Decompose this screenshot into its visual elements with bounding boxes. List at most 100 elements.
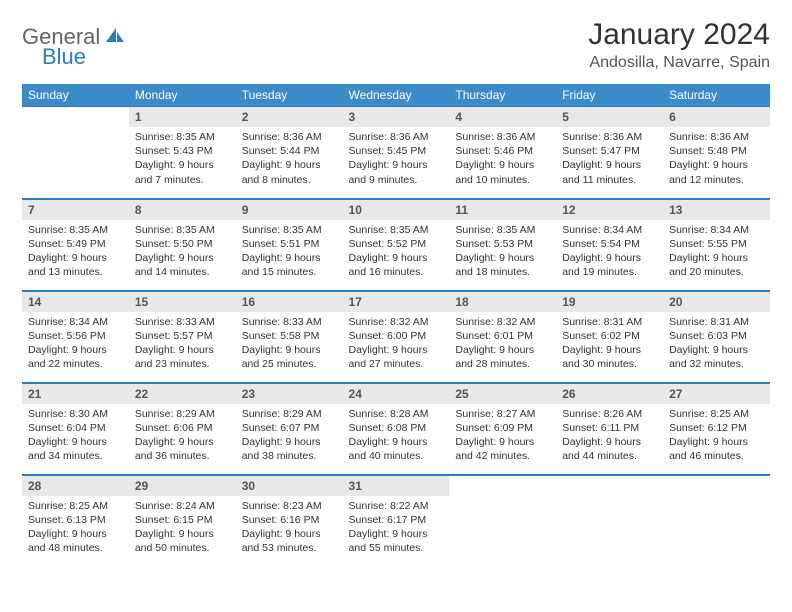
day-body: Sunrise: 8:36 AMSunset: 5:48 PMDaylight:…: [663, 127, 770, 193]
calendar-cell: 8Sunrise: 8:35 AMSunset: 5:50 PMDaylight…: [129, 198, 236, 290]
day-body: Sunrise: 8:36 AMSunset: 5:44 PMDaylight:…: [236, 127, 343, 193]
day-number: 31: [343, 475, 450, 496]
day-body: Sunrise: 8:24 AMSunset: 6:15 PMDaylight:…: [129, 496, 236, 562]
calendar-week-row: 21Sunrise: 8:30 AMSunset: 6:04 PMDayligh…: [22, 382, 770, 474]
day-body: Sunrise: 8:35 AMSunset: 5:51 PMDaylight:…: [236, 220, 343, 286]
calendar-table: SundayMondayTuesdayWednesdayThursdayFrid…: [22, 84, 770, 566]
day-body: Sunrise: 8:28 AMSunset: 6:08 PMDaylight:…: [343, 404, 450, 470]
calendar-cell: 5Sunrise: 8:36 AMSunset: 5:47 PMDaylight…: [556, 106, 663, 198]
calendar-cell: [556, 474, 663, 566]
day-number: 29: [129, 475, 236, 496]
day-number: 7: [22, 199, 129, 220]
calendar-cell: 22Sunrise: 8:29 AMSunset: 6:06 PMDayligh…: [129, 382, 236, 474]
day-body: Sunrise: 8:32 AMSunset: 6:00 PMDaylight:…: [343, 312, 450, 378]
day-number: 21: [22, 383, 129, 404]
day-number-empty: [449, 475, 556, 496]
day-body: Sunrise: 8:35 AMSunset: 5:49 PMDaylight:…: [22, 220, 129, 286]
day-body: Sunrise: 8:35 AMSunset: 5:53 PMDaylight:…: [449, 220, 556, 286]
day-number: 11: [449, 199, 556, 220]
day-body: Sunrise: 8:33 AMSunset: 5:57 PMDaylight:…: [129, 312, 236, 378]
calendar-cell: 3Sunrise: 8:36 AMSunset: 5:45 PMDaylight…: [343, 106, 450, 198]
day-body: Sunrise: 8:36 AMSunset: 5:46 PMDaylight:…: [449, 127, 556, 193]
day-body: Sunrise: 8:35 AMSunset: 5:43 PMDaylight:…: [129, 127, 236, 193]
day-body: Sunrise: 8:29 AMSunset: 6:06 PMDaylight:…: [129, 404, 236, 470]
day-body: Sunrise: 8:31 AMSunset: 6:02 PMDaylight:…: [556, 312, 663, 378]
calendar-cell: 9Sunrise: 8:35 AMSunset: 5:51 PMDaylight…: [236, 198, 343, 290]
calendar-cell: 13Sunrise: 8:34 AMSunset: 5:55 PMDayligh…: [663, 198, 770, 290]
weekday-header: Saturday: [663, 84, 770, 106]
page-header: General January 2024 Andosilla, Navarre,…: [22, 18, 770, 72]
calendar-cell: 23Sunrise: 8:29 AMSunset: 6:07 PMDayligh…: [236, 382, 343, 474]
calendar-head: SundayMondayTuesdayWednesdayThursdayFrid…: [22, 84, 770, 106]
calendar-cell: 10Sunrise: 8:35 AMSunset: 5:52 PMDayligh…: [343, 198, 450, 290]
calendar-week-row: 7Sunrise: 8:35 AMSunset: 5:49 PMDaylight…: [22, 198, 770, 290]
brand-sail-icon: [104, 26, 126, 49]
day-number-empty: [556, 475, 663, 496]
calendar-cell: 21Sunrise: 8:30 AMSunset: 6:04 PMDayligh…: [22, 382, 129, 474]
calendar-cell: 18Sunrise: 8:32 AMSunset: 6:01 PMDayligh…: [449, 290, 556, 382]
day-number: 28: [22, 475, 129, 496]
calendar-cell: 19Sunrise: 8:31 AMSunset: 6:02 PMDayligh…: [556, 290, 663, 382]
day-number: 24: [343, 383, 450, 404]
day-number: 10: [343, 199, 450, 220]
day-body: Sunrise: 8:33 AMSunset: 5:58 PMDaylight:…: [236, 312, 343, 378]
day-number: 13: [663, 199, 770, 220]
calendar-week-row: 14Sunrise: 8:34 AMSunset: 5:56 PMDayligh…: [22, 290, 770, 382]
month-title: January 2024: [588, 18, 770, 52]
day-number: 23: [236, 383, 343, 404]
day-number: 2: [236, 106, 343, 127]
day-body: Sunrise: 8:34 AMSunset: 5:55 PMDaylight:…: [663, 220, 770, 286]
calendar-cell: 25Sunrise: 8:27 AMSunset: 6:09 PMDayligh…: [449, 382, 556, 474]
weekday-header: Friday: [556, 84, 663, 106]
day-body: Sunrise: 8:25 AMSunset: 6:13 PMDaylight:…: [22, 496, 129, 562]
day-number: 14: [22, 291, 129, 312]
calendar-cell: 2Sunrise: 8:36 AMSunset: 5:44 PMDaylight…: [236, 106, 343, 198]
calendar-cell: 4Sunrise: 8:36 AMSunset: 5:46 PMDaylight…: [449, 106, 556, 198]
day-body: Sunrise: 8:31 AMSunset: 6:03 PMDaylight:…: [663, 312, 770, 378]
title-block: January 2024 Andosilla, Navarre, Spain: [588, 18, 770, 72]
day-number: 20: [663, 291, 770, 312]
weekday-row: SundayMondayTuesdayWednesdayThursdayFrid…: [22, 84, 770, 106]
calendar-cell: 1Sunrise: 8:35 AMSunset: 5:43 PMDaylight…: [129, 106, 236, 198]
day-number: 16: [236, 291, 343, 312]
brand-text-blue: Blue: [42, 44, 86, 69]
day-number: 25: [449, 383, 556, 404]
calendar-cell: [449, 474, 556, 566]
day-number: 22: [129, 383, 236, 404]
brand-text-blue-wrap: Blue: [42, 44, 86, 70]
calendar-cell: 17Sunrise: 8:32 AMSunset: 6:00 PMDayligh…: [343, 290, 450, 382]
day-number: 15: [129, 291, 236, 312]
calendar-cell: 28Sunrise: 8:25 AMSunset: 6:13 PMDayligh…: [22, 474, 129, 566]
day-body: Sunrise: 8:32 AMSunset: 6:01 PMDaylight:…: [449, 312, 556, 378]
day-number: 17: [343, 291, 450, 312]
day-number: 18: [449, 291, 556, 312]
calendar-cell: 26Sunrise: 8:26 AMSunset: 6:11 PMDayligh…: [556, 382, 663, 474]
calendar-body: 1Sunrise: 8:35 AMSunset: 5:43 PMDaylight…: [22, 106, 770, 566]
day-body: Sunrise: 8:23 AMSunset: 6:16 PMDaylight:…: [236, 496, 343, 562]
day-number-empty: [663, 475, 770, 496]
day-body: Sunrise: 8:35 AMSunset: 5:50 PMDaylight:…: [129, 220, 236, 286]
day-number: 26: [556, 383, 663, 404]
calendar-cell: 20Sunrise: 8:31 AMSunset: 6:03 PMDayligh…: [663, 290, 770, 382]
day-body: Sunrise: 8:36 AMSunset: 5:47 PMDaylight:…: [556, 127, 663, 193]
day-body: Sunrise: 8:27 AMSunset: 6:09 PMDaylight:…: [449, 404, 556, 470]
day-body: Sunrise: 8:25 AMSunset: 6:12 PMDaylight:…: [663, 404, 770, 470]
location-text: Andosilla, Navarre, Spain: [588, 54, 770, 72]
weekday-header: Tuesday: [236, 84, 343, 106]
day-number: 30: [236, 475, 343, 496]
day-body: Sunrise: 8:35 AMSunset: 5:52 PMDaylight:…: [343, 220, 450, 286]
day-number: 4: [449, 106, 556, 127]
day-body: Sunrise: 8:29 AMSunset: 6:07 PMDaylight:…: [236, 404, 343, 470]
calendar-week-row: 1Sunrise: 8:35 AMSunset: 5:43 PMDaylight…: [22, 106, 770, 198]
day-number: 6: [663, 106, 770, 127]
day-body: Sunrise: 8:34 AMSunset: 5:56 PMDaylight:…: [22, 312, 129, 378]
weekday-header: Thursday: [449, 84, 556, 106]
day-body: Sunrise: 8:30 AMSunset: 6:04 PMDaylight:…: [22, 404, 129, 470]
calendar-cell: 12Sunrise: 8:34 AMSunset: 5:54 PMDayligh…: [556, 198, 663, 290]
weekday-header: Monday: [129, 84, 236, 106]
calendar-cell: 16Sunrise: 8:33 AMSunset: 5:58 PMDayligh…: [236, 290, 343, 382]
weekday-header: Wednesday: [343, 84, 450, 106]
calendar-cell: 6Sunrise: 8:36 AMSunset: 5:48 PMDaylight…: [663, 106, 770, 198]
weekday-header: Sunday: [22, 84, 129, 106]
calendar-week-row: 28Sunrise: 8:25 AMSunset: 6:13 PMDayligh…: [22, 474, 770, 566]
